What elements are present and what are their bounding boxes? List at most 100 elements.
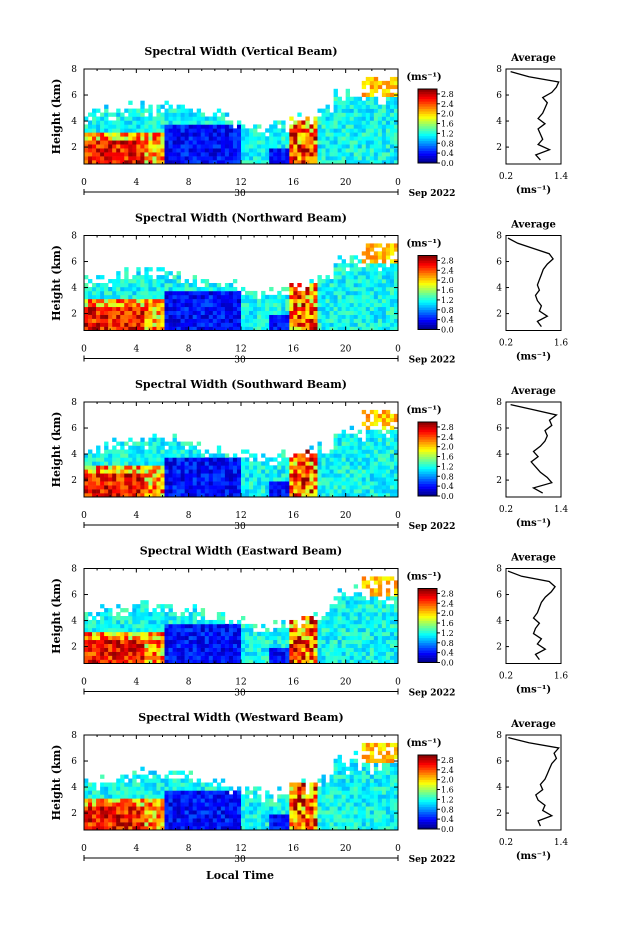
average-x-tick: 0.2 bbox=[499, 339, 513, 349]
average-title: Average bbox=[510, 220, 556, 231]
panel-title: Spectral Width (Vertical Beam) bbox=[144, 45, 337, 58]
colorbar-tick-label: 0.0 bbox=[441, 159, 454, 168]
y-tick-label: 4 bbox=[71, 284, 77, 294]
colorbar-unit: (ms⁻¹) bbox=[406, 738, 441, 749]
average-title: Average bbox=[510, 553, 556, 564]
average-x-tick: 0.2 bbox=[499, 505, 513, 515]
average-profile: Average 2 4 6 8 0.2 1.4(ms⁻¹) bbox=[496, 53, 568, 196]
heatmap-cells bbox=[84, 76, 398, 164]
heatmap bbox=[84, 409, 398, 497]
colorbar-tick-label: 2.8 bbox=[441, 90, 454, 99]
heatmap-cells bbox=[84, 576, 398, 664]
average-profile: Average 2 4 6 8 0.2 1.4(ms⁻¹) bbox=[496, 386, 568, 529]
average-y-tick: 4 bbox=[496, 284, 502, 294]
colorbar-tick-label: 1.2 bbox=[441, 129, 454, 138]
x-tick-label: 4 bbox=[133, 178, 139, 188]
y-axis-label: Height (km) bbox=[50, 79, 63, 155]
colorbar-tick-label: 0.0 bbox=[441, 825, 454, 834]
x-axis-label: Local Time bbox=[206, 869, 274, 882]
heatmap bbox=[84, 576, 398, 664]
date-label: Sep 2022 bbox=[409, 189, 456, 199]
panel-title: Spectral Width (Southward Beam) bbox=[135, 378, 347, 391]
x-tick-label: 0 bbox=[395, 511, 401, 521]
panel-3: Spectral Width (Southward Beam) 2 4 6 8 0 4 8 12… bbox=[50, 378, 568, 532]
x-tick-label: 4 bbox=[133, 844, 139, 854]
average-line bbox=[507, 570, 556, 660]
panel-title: Spectral Width (Eastward Beam) bbox=[140, 545, 342, 558]
average-x-tick: 1.6 bbox=[554, 339, 569, 349]
average-x-label: (ms⁻¹) bbox=[516, 851, 551, 862]
y-tick-label: 2 bbox=[71, 310, 77, 320]
x-tick-label: 0 bbox=[81, 678, 87, 688]
colorbar-tick-label: 1.2 bbox=[441, 629, 454, 638]
average-title: Average bbox=[510, 386, 556, 397]
x-tick-label: 12 bbox=[235, 511, 246, 521]
colorbar-tick-label: 2.0 bbox=[441, 443, 454, 452]
y-tick-label: 8 bbox=[71, 232, 77, 242]
colorbar-tick-label: 0.4 bbox=[441, 649, 454, 658]
colorbar-tick-label: 2.4 bbox=[441, 266, 454, 275]
colorbar-tick-label: 0.0 bbox=[441, 659, 454, 668]
colorbar: 0.00.40.81.21.62.02.42.8 bbox=[417, 421, 454, 501]
y-tick-label: 4 bbox=[71, 450, 77, 460]
average-profile: Average 2 4 6 8 0.2 1.6(ms⁻¹) bbox=[496, 220, 568, 363]
y-tick-label: 8 bbox=[71, 731, 77, 741]
average-y-tick: 2 bbox=[496, 643, 502, 653]
average-y-tick: 8 bbox=[496, 232, 502, 242]
average-x-tick: 0.2 bbox=[499, 672, 513, 682]
colorbar-tick-label: 2.8 bbox=[441, 423, 454, 432]
panel-1: Spectral Width (Vertical Beam) 2 4 6 8 0 4 8 12 1… bbox=[50, 45, 568, 199]
x-tick-label: 20 bbox=[340, 678, 352, 688]
x-tick-label: 16 bbox=[288, 844, 300, 854]
heatmap-cells bbox=[84, 742, 398, 830]
y-axis-label: Height (km) bbox=[50, 578, 63, 654]
date-label: Sep 2022 bbox=[409, 689, 456, 699]
x-tick-label: 4 bbox=[133, 511, 139, 521]
colorbar: 0.00.40.81.21.62.02.42.8 bbox=[417, 255, 454, 335]
average-x-label: (ms⁻¹) bbox=[516, 352, 551, 363]
colorbar-tick-label: 2.4 bbox=[441, 766, 454, 775]
colorbar-tick-label: 0.4 bbox=[441, 149, 454, 158]
average-title: Average bbox=[510, 719, 556, 730]
average-title: Average bbox=[510, 53, 556, 64]
x-tick-label: 0 bbox=[395, 678, 401, 688]
heatmap bbox=[84, 742, 398, 830]
y-tick-label: 4 bbox=[71, 117, 77, 127]
average-profile: Average 2 4 6 8 0.2 1.6(ms⁻¹) bbox=[496, 553, 568, 696]
colorbar-tick-label: 1.6 bbox=[441, 286, 454, 295]
date-label: Sep 2022 bbox=[409, 855, 456, 865]
colorbar-tick-label: 2.8 bbox=[441, 256, 454, 265]
colorbar-tick-label: 0.8 bbox=[441, 805, 454, 814]
colorbar-tick-label: 2.0 bbox=[441, 609, 454, 618]
average-y-tick: 6 bbox=[496, 757, 502, 767]
average-x-tick: 1.4 bbox=[554, 505, 569, 515]
average-y-tick: 4 bbox=[496, 450, 502, 460]
y-axis-label: Height (km) bbox=[50, 412, 63, 488]
average-y-tick: 2 bbox=[496, 809, 502, 819]
x-tick-label: 12 bbox=[235, 678, 246, 688]
y-tick-label: 2 bbox=[71, 476, 77, 486]
average-x-tick: 0.2 bbox=[499, 838, 513, 848]
colorbar-tick-label: 1.6 bbox=[441, 453, 454, 462]
x-tick-label: 16 bbox=[288, 345, 300, 355]
average-y-tick: 2 bbox=[496, 476, 502, 486]
x-tick-label: 0 bbox=[395, 345, 401, 355]
x-tick-label: 20 bbox=[340, 844, 352, 854]
x-tick-label: 0 bbox=[81, 844, 87, 854]
date-label: Sep 2022 bbox=[409, 522, 456, 532]
average-line bbox=[510, 70, 560, 161]
colorbar-tick-label: 0.8 bbox=[441, 306, 454, 315]
colorbar: 0.00.40.81.21.62.02.42.8 bbox=[417, 754, 454, 834]
average-y-tick: 6 bbox=[496, 258, 502, 268]
average-x-tick: 1.6 bbox=[554, 672, 569, 682]
y-tick-label: 6 bbox=[71, 591, 77, 601]
colorbar-tick-label: 2.0 bbox=[441, 276, 454, 285]
y-tick-label: 6 bbox=[71, 91, 77, 101]
average-y-tick: 8 bbox=[496, 731, 502, 741]
colorbar-tick-label: 0.0 bbox=[441, 326, 454, 335]
average-line bbox=[507, 237, 554, 327]
x-tick-label: 20 bbox=[340, 178, 352, 188]
y-tick-label: 2 bbox=[71, 809, 77, 819]
average-y-tick: 8 bbox=[496, 65, 502, 75]
